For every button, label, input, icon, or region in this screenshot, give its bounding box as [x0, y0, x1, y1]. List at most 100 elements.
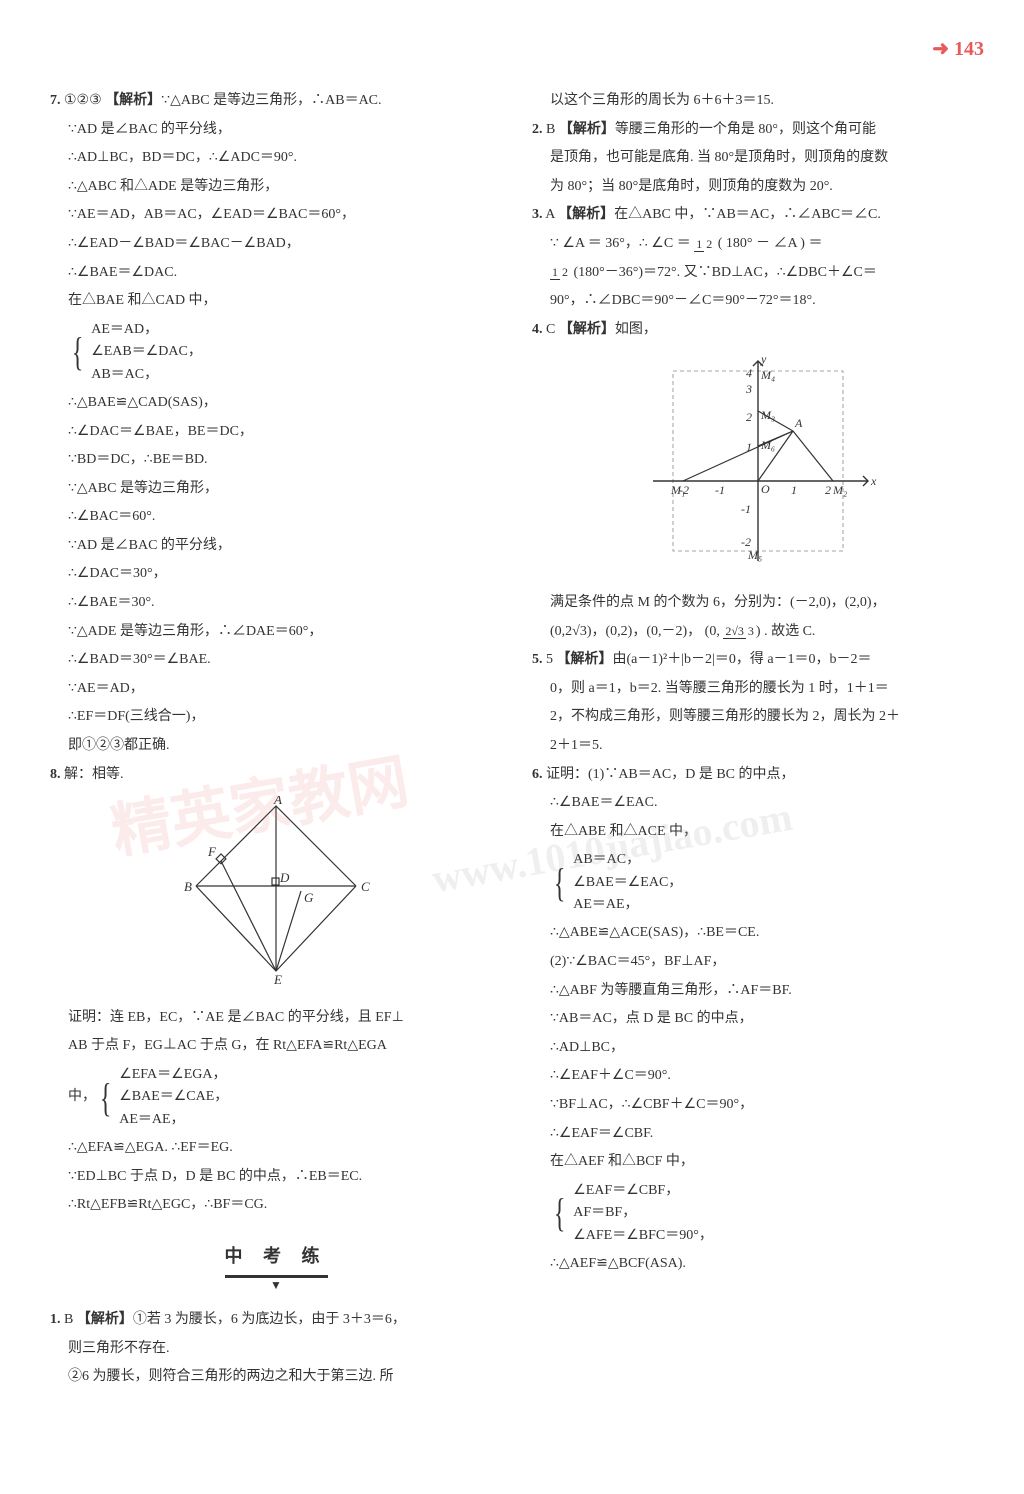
- r6-b2a: ∠EAF＝∠CBF，: [573, 1180, 713, 1202]
- r6-b1b: ∠BAE＝∠EAC，: [573, 872, 682, 894]
- e1-answer: B: [64, 1312, 73, 1327]
- svg-text:1: 1: [746, 440, 752, 454]
- r3-l0: 在△ABC 中，∵AB＝AC，∴∠ABC＝∠C.: [614, 207, 881, 222]
- r2-l0: 等腰三角形的一个角是 80°，则这个角可能: [615, 122, 876, 137]
- q8-head: 8. 解：相等.: [50, 762, 502, 789]
- q8-b2b: ∠BAE＝∠CAE，: [119, 1086, 228, 1108]
- svg-text:-2: -2: [741, 535, 751, 549]
- r6-l9: ∵BF⊥AC，∴∠CBF＋∠C＝90°，: [532, 1092, 984, 1119]
- r6-l8: ∴∠EAF＋∠C＝90°.: [532, 1063, 984, 1090]
- r4-number: 4.: [532, 322, 543, 337]
- e1-head: 1. B 【解析】①若 3 为腰长，6 为底边长，由于 3＋3＝6，: [50, 1307, 502, 1334]
- svg-text:3: 3: [745, 382, 752, 396]
- r3-head: 3. A 【解析】在△ABC 中，∵AB＝AC，∴∠ABC＝∠C.: [532, 202, 984, 229]
- arrow-down-icon: ▼: [50, 1274, 502, 1297]
- r5-head: 5. 5 【解析】由(a－1)²＋|b－2|＝0，得 a－1＝0，b－2＝: [532, 647, 984, 674]
- r3-l1a: ∵ ∠A ＝ 36°，∴ ∠C ＝: [550, 236, 694, 251]
- q7-l20: 即①②③都正确.: [50, 733, 502, 760]
- r2-l2: 为 80°；当 80°是底角时，则顶角的度数为 20°.: [532, 174, 984, 201]
- q8-l1: ∴△EFA≌△EGA. ∴EF＝EG.: [50, 1135, 502, 1162]
- r4-head: 4. C 【解析】如图，: [532, 317, 984, 344]
- svg-text:2: 2: [746, 410, 752, 424]
- r6-b2b: AF＝BF，: [573, 1202, 713, 1224]
- r5-l3: 2＋1＝5.: [532, 733, 984, 760]
- svg-text:G: G: [304, 890, 314, 905]
- section-heading: 中 考 练 ▼: [50, 1239, 502, 1297]
- q7-l17: ∴∠BAD＝30°＝∠BAE.: [50, 647, 502, 674]
- brace-icon: {: [554, 1193, 566, 1233]
- e1-l1: 则三角形不存在.: [50, 1336, 502, 1363]
- r3-number: 3.: [532, 207, 543, 222]
- q7-l1: ∵AD 是∠BAC 的平分线，: [50, 117, 502, 144]
- r6-number: 6.: [532, 767, 543, 782]
- r4-a2: (0,2√3)，(0,2)，(0,－2)， (0, 2√33) . 故选 C.: [532, 619, 984, 646]
- r5-tag: 【解析】: [557, 652, 613, 667]
- r3-l1: ∵ ∠A ＝ 36°，∴ ∠C ＝ 12 ( 180° － ∠A ) ＝: [532, 231, 984, 258]
- r6-b1a: AB＝AC，: [573, 849, 682, 871]
- svg-text:O: O: [761, 482, 770, 496]
- q7-l8: ∴△BAE≌△CAD(SAS)，: [50, 390, 502, 417]
- r3-l1b: ( 180° － ∠A ) ＝: [718, 236, 823, 251]
- q8-number: 8.: [50, 767, 61, 782]
- r4-tag: 【解析】: [559, 322, 615, 337]
- r6-head-text: 证明：(1)∵AB＝AC，D 是 BC 的中点，: [546, 767, 795, 782]
- r5-l1: 0，则 a＝1，b＝2. 当等腰三角形的腰长为 1 时，1＋1＝: [532, 676, 984, 703]
- q7-l3: ∴△ABC 和△ADE 是等边三角形，: [50, 174, 502, 201]
- r4-a2a: (0,2√3)，(0,2)，(0,－2)，: [550, 624, 701, 639]
- svg-text:x: x: [870, 474, 877, 488]
- r2-answer: B: [546, 122, 555, 137]
- svg-text:E: E: [273, 972, 282, 986]
- r6-brace2: { ∠EAF＝∠CBF， AF＝BF， ∠AFE＝∠BFC＝90°，: [532, 1180, 984, 1247]
- r2-l1: 是顶角，也可能是底角. 当 80°是顶角时，则顶角的度数: [532, 145, 984, 172]
- svg-text:M₆: M₆: [760, 438, 775, 452]
- q7-l14: ∴∠DAC＝30°，: [50, 561, 502, 588]
- q8-figure: A B C D E F G: [50, 796, 502, 997]
- q7-l4: ∵AE＝AD，AB＝AC，∠EAD＝∠BAC＝60°，: [50, 202, 502, 229]
- e1-tag: 【解析】: [77, 1312, 133, 1327]
- r6-l11: 在△AEF 和△BCF 中，: [532, 1149, 984, 1176]
- svg-text:1: 1: [791, 483, 797, 497]
- q7-b1b: ∠EAB＝∠DAC，: [91, 341, 202, 363]
- svg-text:-2: -2: [679, 483, 689, 497]
- q7-l0: ∵△ABC 是等边三角形，∴AB＝AC.: [161, 93, 381, 108]
- two-column-layout: 7. ①②③ 【解析】∵△ABC 是等边三角形，∴AB＝AC. ∵AD 是∠BA…: [50, 88, 984, 1393]
- svg-text:D: D: [279, 870, 290, 885]
- r6-l5: ∴△ABF 为等腰直角三角形，∴AF＝BF.: [532, 978, 984, 1005]
- frac-half-1: 12: [694, 238, 714, 250]
- r6-l6: ∵AB＝AC，点 D 是 BC 的中点，: [532, 1006, 984, 1033]
- q7-l11: ∵△ABC 是等边三角形，: [50, 476, 502, 503]
- frac-2sqrt3-3: 2√33: [723, 625, 756, 637]
- e1-number: 1.: [50, 1312, 61, 1327]
- q7-number: 7.: [50, 93, 61, 108]
- r2-tag: 【解析】: [559, 122, 615, 137]
- r6-l1: ∴∠BAE＝∠EAC.: [532, 790, 984, 817]
- brace-icon: {: [554, 863, 566, 903]
- r6-b1c: AE＝AE，: [573, 894, 682, 916]
- q7-b1c: AB＝AC，: [91, 364, 202, 386]
- q8-svg: A B C D E F G: [166, 796, 386, 986]
- q8-p2: AB 于点 F，EG⊥AC 于点 G，在 Rt△EFA≌Rt△EGA: [50, 1033, 502, 1060]
- r3-answer: A: [545, 207, 554, 222]
- arrow-icon: ➜: [932, 38, 949, 60]
- q7-head: 7. ①②③ 【解析】∵△ABC 是等边三角形，∴AB＝AC.: [50, 88, 502, 115]
- svg-text:M₃: M₃: [760, 408, 775, 422]
- svg-text:4: 4: [746, 366, 752, 380]
- q7-l10: ∵BD＝DC，∴BE＝BD.: [50, 447, 502, 474]
- r3-l3: 90°，∴∠DBC＝90°－∠C＝90°－72°＝18°.: [532, 288, 984, 315]
- q7-answer: ①②③: [64, 93, 102, 108]
- r2-number: 2.: [532, 122, 543, 137]
- svg-text:M₂: M₂: [832, 483, 847, 497]
- r5-l2: 2，不构成三角形，则等腰三角形的腰长为 2，周长为 2＋: [532, 704, 984, 731]
- q7-l2: ∴AD⊥BC，BD＝DC，∴∠ADC＝90°.: [50, 145, 502, 172]
- e1-l2: ②6 为腰长，则符合三角形的两边之和大于第三边. 所: [50, 1364, 502, 1391]
- q7-b1a: AE＝AD，: [91, 319, 202, 341]
- svg-text:B: B: [184, 879, 192, 894]
- cont-line: 以这个三角形的周长为 6＋6＋3＝15.: [532, 88, 984, 115]
- q7-l13: ∵AD 是∠BAC 的平分线，: [50, 533, 502, 560]
- q7-l12: ∴∠BAC＝60°.: [50, 504, 502, 531]
- r6-l3: ∴△ABE≌△ACE(SAS)，∴BE＝CE.: [532, 920, 984, 947]
- r4-figure: x y O A M₁ M₂ M₄ M₃ M₆ M₅ -2 -1 1 2 1 2 …: [532, 351, 984, 582]
- q7-l15: ∴∠BAE＝30°.: [50, 590, 502, 617]
- r4-paren2: ): [756, 624, 761, 639]
- right-column: 以这个三角形的周长为 6＋6＋3＝15. 2. B 【解析】等腰三角形的一个角是…: [532, 88, 984, 1393]
